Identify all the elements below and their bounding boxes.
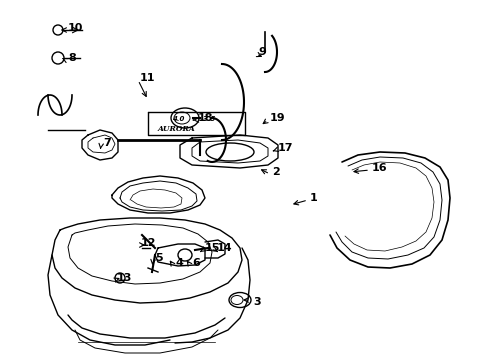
Text: 17: 17 (278, 143, 294, 153)
Text: 10: 10 (68, 23, 83, 33)
Text: 12: 12 (141, 238, 156, 248)
Text: 4.0: 4.0 (172, 116, 184, 122)
Text: 2: 2 (272, 167, 280, 177)
Text: 7: 7 (103, 138, 111, 148)
Text: 3.5: 3.5 (203, 116, 216, 122)
Text: 14: 14 (217, 243, 233, 253)
Text: 19: 19 (270, 113, 286, 123)
Text: 5: 5 (155, 253, 163, 263)
Text: 3: 3 (253, 297, 261, 307)
Text: 1: 1 (310, 193, 318, 203)
Text: 18: 18 (198, 113, 214, 123)
Text: 15: 15 (205, 243, 220, 253)
Text: 11: 11 (140, 73, 155, 83)
Text: 4: 4 (175, 258, 183, 268)
Text: 16: 16 (372, 163, 388, 173)
Text: 13: 13 (117, 273, 132, 283)
Text: 6: 6 (192, 258, 200, 268)
Text: AURORA: AURORA (158, 125, 196, 133)
Text: 8: 8 (68, 53, 76, 63)
Text: 9: 9 (258, 47, 266, 57)
